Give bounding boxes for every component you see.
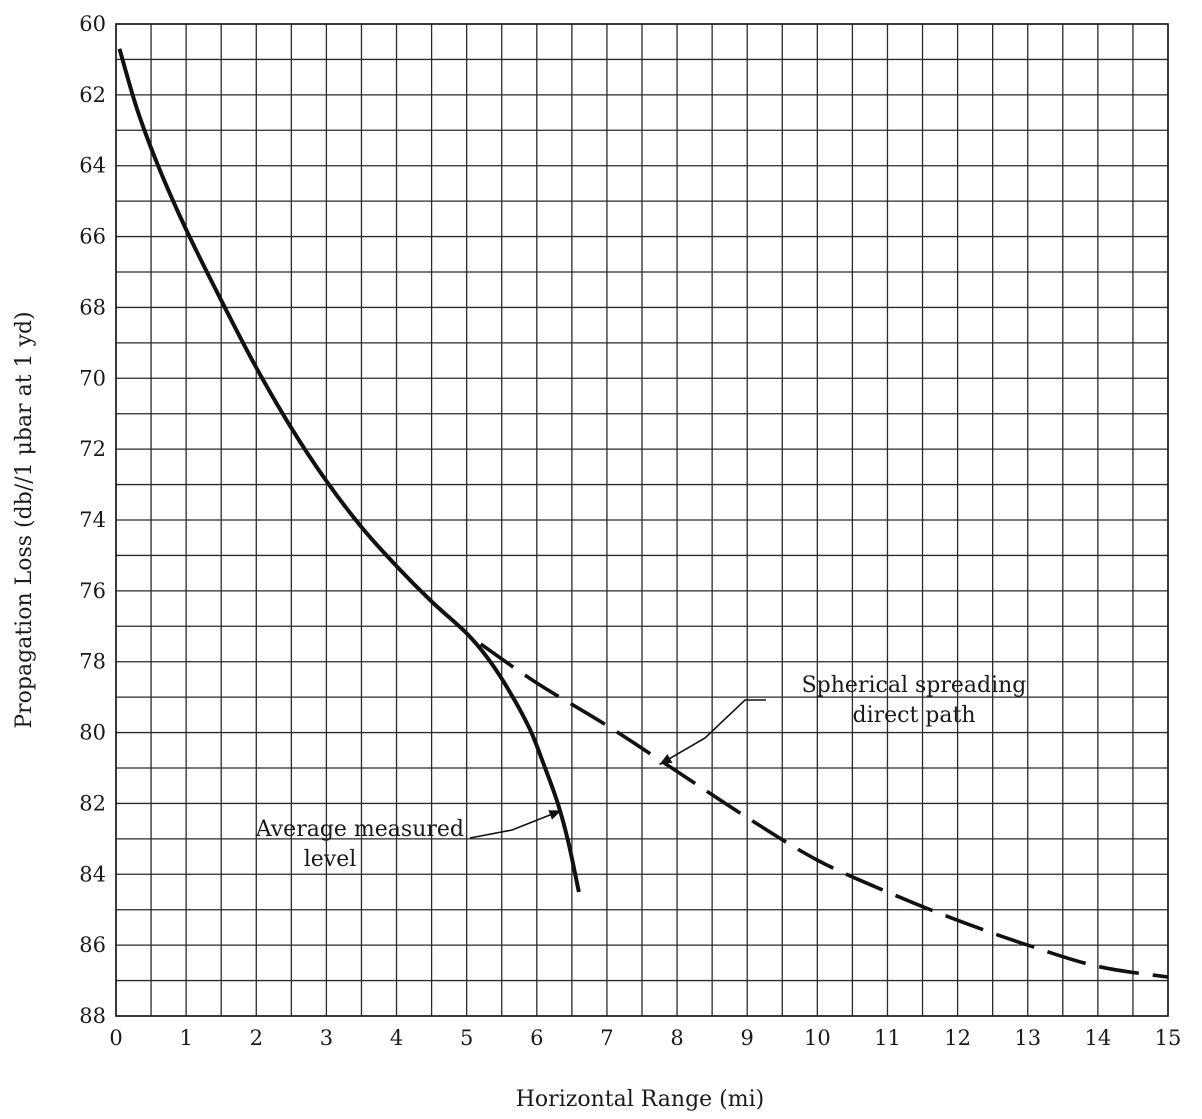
- annotation-leader: [659, 699, 766, 766]
- x-tick-label: 4: [390, 1026, 403, 1050]
- x-tick-label: 14: [1084, 1026, 1111, 1050]
- y-tick-label: 84: [79, 862, 106, 886]
- y-tick-label: 78: [79, 650, 106, 674]
- x-tick-label: 1: [179, 1026, 192, 1050]
- y-tick-label: 70: [79, 366, 106, 390]
- x-tick-label: 8: [670, 1026, 683, 1050]
- annotation-text: level: [304, 847, 357, 872]
- x-tick-label: 10: [804, 1026, 831, 1050]
- x-tick-label: 11: [874, 1026, 901, 1050]
- x-tick-label: 15: [1155, 1026, 1182, 1050]
- x-tick-label: 12: [944, 1026, 971, 1050]
- y-tick-label: 74: [79, 508, 106, 532]
- y-tick-label: 88: [79, 1004, 106, 1028]
- annotation-text: Spherical spreading: [802, 673, 1027, 698]
- y-tick-label: 82: [79, 791, 106, 815]
- y-tick-label: 64: [79, 154, 106, 178]
- plot-frame: [115, 23, 1169, 1017]
- y-tick-label: 62: [79, 83, 106, 107]
- y-tick-label: 72: [79, 437, 106, 461]
- x-tick-labels: 0 1 2 3 4 5 6 7 8 9 10 11 12 13 14 15: [109, 1026, 1181, 1050]
- annotation-arrowhead: [548, 810, 562, 820]
- y-tick-label: 68: [79, 295, 106, 319]
- y-tick-label: 76: [79, 579, 106, 603]
- x-tick-label: 0: [109, 1026, 122, 1050]
- series-spherical-spreading: [479, 642, 1169, 979]
- x-tick-label: 6: [530, 1026, 543, 1050]
- annotation-leader: [469, 809, 562, 839]
- annotation-arrowhead: [659, 754, 673, 765]
- y-tick-label: 66: [79, 225, 106, 249]
- y-tick-labels: 60 62 64 66 68 70 72 74 76 78 80 82 84 86 88: [79, 12, 106, 1028]
- y-tick-label: 80: [79, 721, 106, 745]
- annotation-layer: Average measured level Spherical spreading…: [255, 673, 1027, 872]
- x-tick-label: 7: [600, 1026, 613, 1050]
- x-tick-label: 3: [320, 1026, 333, 1050]
- x-axis-label: Horizontal Range (mi): [516, 1087, 765, 1112]
- series-average-measured-level: [117, 48, 581, 893]
- x-tick-label: 13: [1014, 1026, 1041, 1050]
- x-tick-label: 2: [250, 1026, 263, 1050]
- annotation-text: direct path: [852, 703, 975, 728]
- x-tick-label: 5: [460, 1026, 473, 1050]
- y-tick-label: 60: [79, 12, 106, 36]
- y-tick-label: 86: [79, 933, 106, 957]
- annotation-text: Average measured: [255, 817, 464, 842]
- x-tick-label: 9: [741, 1026, 754, 1050]
- series-layer: [117, 48, 1169, 979]
- y-axis-label: Propagation Loss (db//1 μbar at 1 yd): [12, 311, 37, 728]
